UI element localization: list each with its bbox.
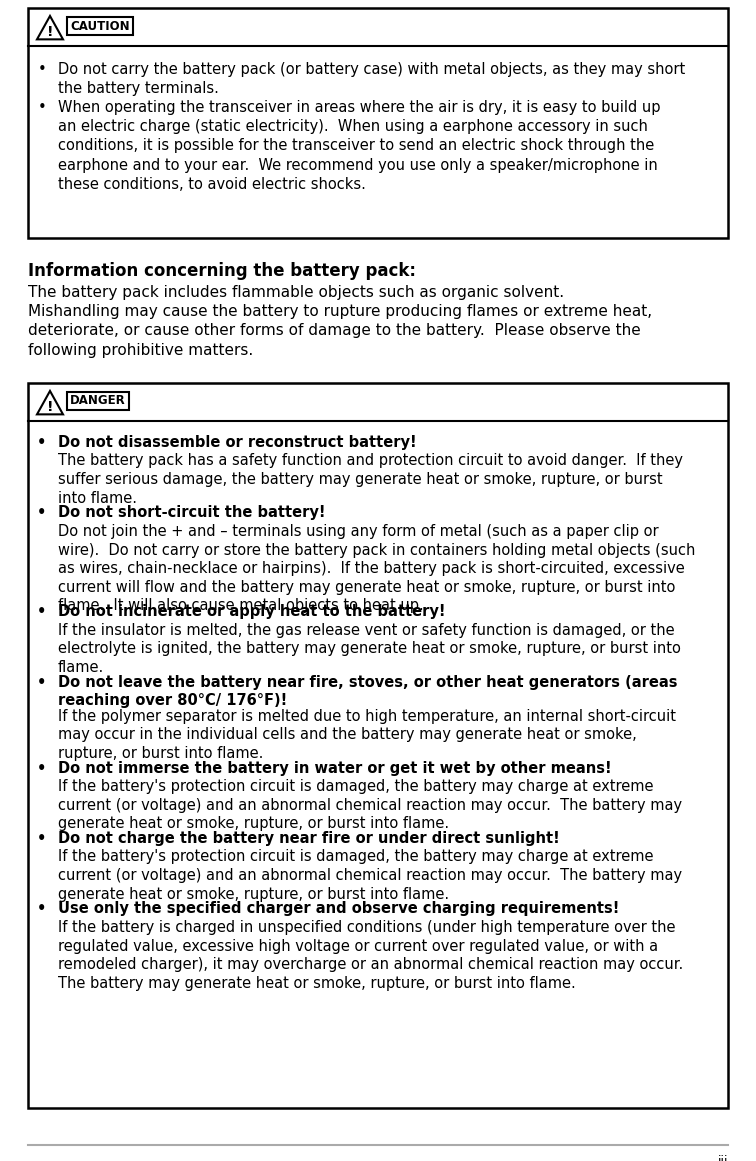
Text: •: • (37, 675, 47, 690)
Text: Do not short-circuit the battery!: Do not short-circuit the battery! (58, 505, 326, 520)
Text: Do not join the + and – terminals using any form of metal (such as a paper clip : Do not join the + and – terminals using … (58, 524, 696, 613)
Text: •: • (37, 604, 47, 619)
Text: If the polymer separator is melted due to high temperature, an internal short-ci: If the polymer separator is melted due t… (58, 708, 676, 760)
Text: !: ! (47, 401, 53, 414)
Text: •: • (38, 100, 46, 115)
Text: Do not disassemble or reconstruct battery!: Do not disassemble or reconstruct batter… (58, 435, 417, 450)
Text: If the battery is charged in unspecified conditions (under high temperature over: If the battery is charged in unspecified… (58, 920, 683, 990)
Text: •: • (37, 901, 47, 916)
Text: Information concerning the battery pack:: Information concerning the battery pack: (28, 262, 416, 280)
Bar (28, 8, 728, 238)
Text: •: • (37, 760, 47, 776)
Text: •: • (38, 62, 46, 77)
Text: •: • (37, 435, 47, 450)
Text: The battery pack has a safety function and protection circuit to avoid danger.  : The battery pack has a safety function a… (58, 454, 683, 506)
Bar (28, 383, 728, 1108)
Text: Use only the specified charger and observe charging requirements!: Use only the specified charger and obser… (58, 901, 619, 916)
Text: Do not immerse the battery in water or get it wet by other means!: Do not immerse the battery in water or g… (58, 760, 612, 776)
Text: If the battery's protection circuit is damaged, the battery may charge at extrem: If the battery's protection circuit is d… (58, 850, 682, 902)
Text: •: • (37, 831, 47, 846)
Text: When operating the transceiver in areas where the air is dry, it is easy to buil: When operating the transceiver in areas … (58, 100, 661, 192)
Text: The battery pack includes flammable objects such as organic solvent.
Mishandling: The battery pack includes flammable obje… (28, 284, 652, 358)
Text: DANGER: DANGER (70, 395, 125, 408)
Text: Do not carry the battery pack (or battery case) with metal objects, as they may : Do not carry the battery pack (or batter… (58, 62, 685, 96)
Text: Do not incinerate or apply heat to the battery!: Do not incinerate or apply heat to the b… (58, 604, 445, 619)
Text: CAUTION: CAUTION (70, 20, 129, 33)
Text: !: ! (47, 26, 53, 39)
Text: If the insulator is melted, the gas release vent or safety function is damaged, : If the insulator is melted, the gas rele… (58, 622, 681, 675)
Text: •: • (37, 505, 47, 520)
Text: Do not charge the battery near fire or under direct sunlight!: Do not charge the battery near fire or u… (58, 831, 559, 846)
Text: iii: iii (717, 1155, 728, 1161)
Text: Do not leave the battery near fire, stoves, or other heat generators (areas
reac: Do not leave the battery near fire, stov… (58, 675, 677, 708)
Text: If the battery's protection circuit is damaged, the battery may charge at extrem: If the battery's protection circuit is d… (58, 779, 682, 831)
